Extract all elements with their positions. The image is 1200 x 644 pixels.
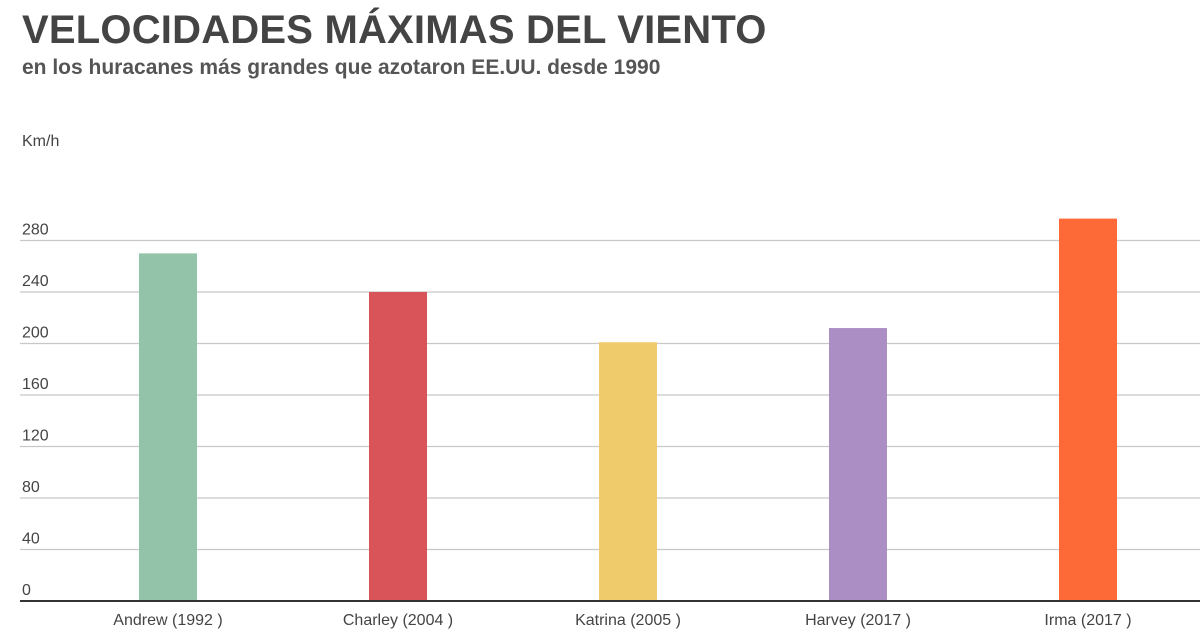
bar — [1059, 218, 1117, 602]
y-tick-label: 240 — [22, 273, 49, 290]
bar — [599, 342, 657, 601]
x-tick-label: Charley (2004 ) — [343, 612, 453, 629]
chart-title: VELOCIDADES MÁXIMAS DEL VIENTO — [22, 8, 767, 52]
y-tick-label: 80 — [22, 479, 40, 496]
chart-subtitle: en los huracanes más grandes que azotaro… — [22, 56, 661, 79]
y-tick-label: 120 — [22, 428, 49, 445]
bar — [829, 328, 887, 601]
x-tick-label: Irma (2017 ) — [1044, 612, 1131, 629]
y-tick-label: 160 — [22, 376, 49, 393]
y-tick-label: 0 — [22, 582, 31, 599]
y-tick-label: 40 — [22, 531, 40, 548]
x-tick-label: Harvey (2017 ) — [805, 612, 911, 629]
bar — [139, 253, 197, 601]
y-tick-label: 200 — [22, 325, 49, 342]
x-tick-label: Katrina (2005 ) — [575, 612, 681, 629]
bars — [139, 218, 1117, 602]
x-axis-ticks: Andrew (1992 ) Charley (2004 ) Katrina (20… — [113, 612, 1131, 629]
x-tick-label: Andrew (1992 ) — [113, 612, 222, 629]
y-tick-label: 280 — [22, 222, 49, 239]
bar — [369, 292, 427, 601]
y-axis-ticks: 0 40 80 120 160 200 240 280 — [22, 222, 49, 600]
y-axis-unit-label: Km/h — [22, 133, 59, 150]
